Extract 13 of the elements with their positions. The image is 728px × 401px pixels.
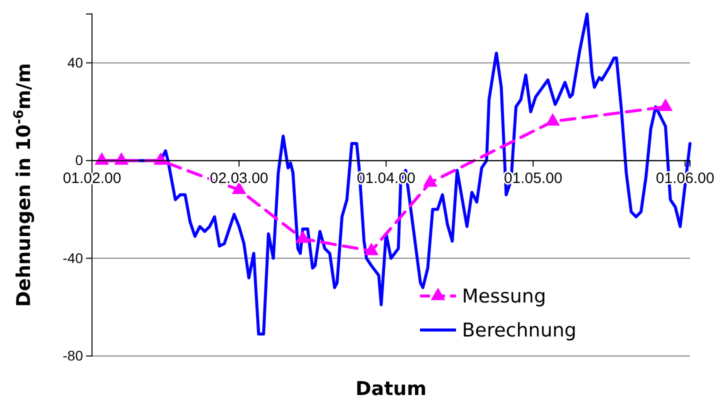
y-tick-label: -80 [62, 347, 84, 364]
point [296, 230, 310, 243]
x-tick-label: 02.03.00 [210, 170, 268, 188]
y-tick-label: -40 [62, 250, 84, 266]
y-tick-label: 40 [67, 54, 84, 70]
point [546, 113, 560, 126]
point [423, 174, 438, 187]
point [658, 98, 673, 111]
point [364, 242, 379, 256]
y-tick-label: 0 [75, 152, 84, 168]
legend-label: Berechnung [462, 320, 576, 342]
legend-label: Messung [462, 286, 546, 308]
x-axis-title: Datum [356, 378, 426, 400]
